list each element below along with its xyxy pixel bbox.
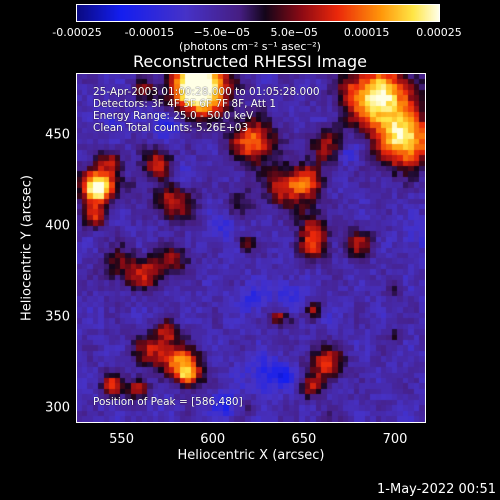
x-tick-label: 600 xyxy=(200,432,226,447)
annotation-peak-position: Position of Peak = [586,480] xyxy=(93,396,243,408)
colorbar xyxy=(76,4,440,22)
colorbar-unit-label: (photons cm⁻² s⁻¹ asec⁻²) xyxy=(179,40,321,53)
y-tick-label: 450 xyxy=(45,127,70,143)
x-axis-label: Heliocentric X (arcsec) xyxy=(177,448,325,463)
colorbar-gradient xyxy=(77,5,439,21)
colorbar-tick-label: 0.00025 xyxy=(416,26,462,39)
y-tick-label: 350 xyxy=(45,309,70,325)
x-tick-label: 650 xyxy=(291,432,317,447)
colorbar-tick-label: -0.00025 xyxy=(52,26,102,39)
annotation-energy-range: Energy Range: 25.0 - 50.0 keV xyxy=(93,110,254,122)
chart-title: Reconstructed RHESSI Image xyxy=(133,52,367,71)
plot-area: 25-Apr-2003 01:00:28.000 to 01:05:28.000… xyxy=(76,73,426,423)
colorbar-tick-label: -0.00015 xyxy=(124,26,175,39)
y-axis-label: Heliocentric Y (arcsec) xyxy=(19,175,35,321)
heatmap-image xyxy=(77,74,425,422)
annotation-detectors: Detectors: 3F 4F 5F 6F 7F 8F, Att 1 xyxy=(93,98,277,110)
annotation-clean-counts: Clean Total counts: 5.26E+03 xyxy=(93,122,249,134)
x-tick-label: 700 xyxy=(382,432,408,447)
annotation-time-range: 25-Apr-2003 01:00:28.000 to 01:05:28.000 xyxy=(93,86,320,98)
colorbar-tick-label: −5.0e−05 xyxy=(193,26,251,39)
colorbar-tick-label: 0.00015 xyxy=(343,26,390,39)
y-tick-label: 300 xyxy=(45,400,70,416)
x-tick-label: 550 xyxy=(109,432,134,447)
colorbar-tick-label: 5.0e−05 xyxy=(270,26,318,39)
y-tick-label: 400 xyxy=(45,218,70,234)
footer-date: 1-May-2022 00:51 xyxy=(377,482,496,497)
